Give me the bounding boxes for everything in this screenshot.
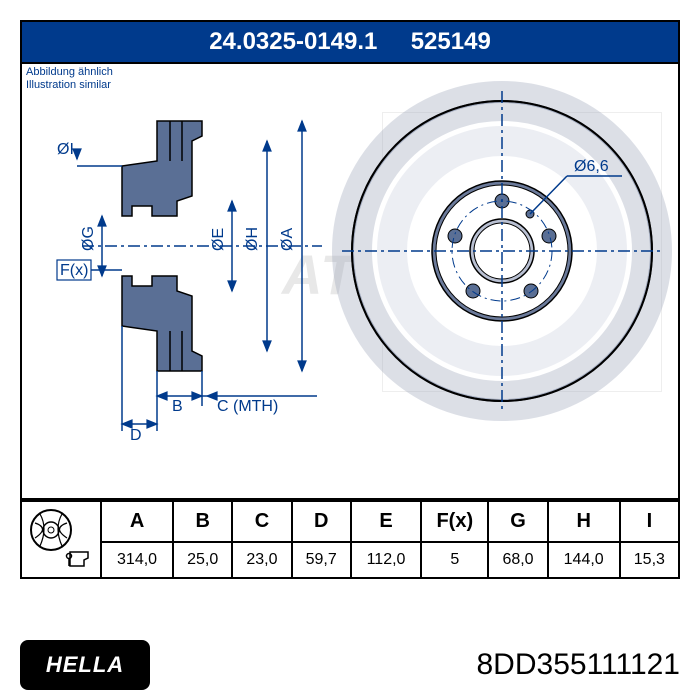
- label-hole-dia: Ø6,6: [574, 158, 609, 175]
- col-F: F(x): [421, 501, 488, 542]
- val-G: 68,0: [488, 542, 547, 578]
- col-C: C: [232, 501, 291, 542]
- drawing-svg: ØA ØH ØE ØG ØI: [22, 66, 682, 446]
- dimensions-table: A B C D E F(x) G H I 314,0 25,0 23,0 59,…: [20, 500, 680, 579]
- label-G: ØG: [80, 226, 97, 251]
- diagram-panel: 24.0325-0149.1 525149 Abbildung ähnlich …: [20, 20, 680, 500]
- title-bar: 24.0325-0149.1 525149: [22, 22, 678, 64]
- part-number-2: 525149: [411, 28, 491, 55]
- table-header-row: A B C D E F(x) G H I: [21, 501, 679, 542]
- col-D: D: [292, 501, 351, 542]
- label-A: ØA: [279, 228, 296, 251]
- col-B: B: [173, 501, 232, 542]
- label-E: ØE: [210, 228, 227, 251]
- col-H: H: [548, 501, 620, 542]
- brand-text: HELLA: [46, 652, 124, 678]
- col-I: I: [620, 501, 679, 542]
- label-B: B: [172, 398, 183, 415]
- disc-icon-cell: [21, 501, 101, 578]
- footer-part-number: 8DD355111121: [477, 648, 681, 682]
- val-A: 314,0: [101, 542, 173, 578]
- val-I: 15,3: [620, 542, 679, 578]
- col-A: A: [101, 501, 173, 542]
- val-B: 25,0: [173, 542, 232, 578]
- part-number-1: 24.0325-0149.1: [209, 28, 377, 55]
- table-value-row: 314,0 25,0 23,0 59,7 112,0 5 68,0 144,0 …: [21, 542, 679, 578]
- hella-logo: HELLA: [20, 640, 150, 690]
- footer: HELLA 8DD355111121: [20, 640, 680, 690]
- label-H: ØH: [244, 227, 261, 251]
- val-E: 112,0: [351, 542, 421, 578]
- val-D: 59,7: [292, 542, 351, 578]
- cross-section-view: ØA ØH ØE ØG ØI: [57, 121, 322, 444]
- front-view: Ø6,6: [342, 91, 662, 411]
- col-G: G: [488, 501, 547, 542]
- label-C: C (MTH): [217, 398, 278, 415]
- col-E: E: [351, 501, 421, 542]
- technical-drawing: ØA ØH ØE ØG ØI: [22, 66, 678, 446]
- label-F: F(x): [60, 262, 88, 279]
- val-C: 23,0: [232, 542, 291, 578]
- page-container: 24.0325-0149.1 525149 Abbildung ähnlich …: [0, 0, 700, 700]
- label-D: D: [130, 427, 142, 444]
- label-I: ØI: [57, 141, 74, 158]
- disc-type-icon: [26, 508, 96, 572]
- val-H: 144,0: [548, 542, 620, 578]
- val-F: 5: [421, 542, 488, 578]
